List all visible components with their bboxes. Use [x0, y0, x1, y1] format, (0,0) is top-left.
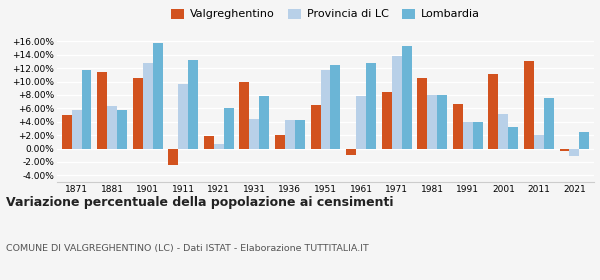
Bar: [143, 64, 152, 148]
Bar: [499, 114, 508, 148]
Bar: [463, 122, 473, 148]
Bar: [214, 144, 224, 148]
Bar: [285, 120, 295, 148]
Bar: [473, 122, 482, 148]
Bar: [392, 56, 401, 148]
Bar: [366, 63, 376, 148]
Bar: [453, 104, 463, 148]
Bar: [544, 98, 554, 148]
Bar: [97, 71, 107, 148]
Bar: [508, 127, 518, 148]
Bar: [250, 119, 259, 148]
Bar: [169, 148, 178, 165]
Bar: [560, 148, 569, 151]
Bar: [107, 106, 117, 148]
Bar: [259, 96, 269, 148]
Bar: [320, 69, 331, 148]
Bar: [488, 74, 499, 148]
Bar: [295, 120, 305, 148]
Bar: [224, 108, 234, 148]
Bar: [152, 43, 163, 148]
Bar: [401, 46, 412, 148]
Bar: [356, 96, 366, 148]
Bar: [133, 78, 143, 148]
Bar: [204, 136, 214, 148]
Bar: [382, 92, 392, 148]
Bar: [188, 60, 198, 148]
Bar: [239, 82, 250, 148]
Bar: [71, 110, 82, 148]
Bar: [534, 135, 544, 148]
Bar: [62, 115, 71, 148]
Bar: [417, 78, 427, 148]
Text: Variazione percentuale della popolazione ai censimenti: Variazione percentuale della popolazione…: [6, 196, 394, 209]
Bar: [427, 95, 437, 148]
Bar: [437, 95, 447, 148]
Bar: [311, 105, 320, 148]
Bar: [580, 132, 589, 148]
Bar: [178, 83, 188, 148]
Bar: [346, 148, 356, 155]
Legend: Valgreghentino, Provincia di LC, Lombardia: Valgreghentino, Provincia di LC, Lombard…: [171, 9, 480, 19]
Text: COMUNE DI VALGREGHENTINO (LC) - Dati ISTAT - Elaborazione TUTTITALIA.IT: COMUNE DI VALGREGHENTINO (LC) - Dati IST…: [6, 244, 369, 253]
Bar: [82, 70, 91, 148]
Bar: [569, 148, 580, 156]
Bar: [275, 135, 285, 148]
Bar: [524, 62, 534, 148]
Bar: [331, 65, 340, 148]
Bar: [117, 110, 127, 148]
